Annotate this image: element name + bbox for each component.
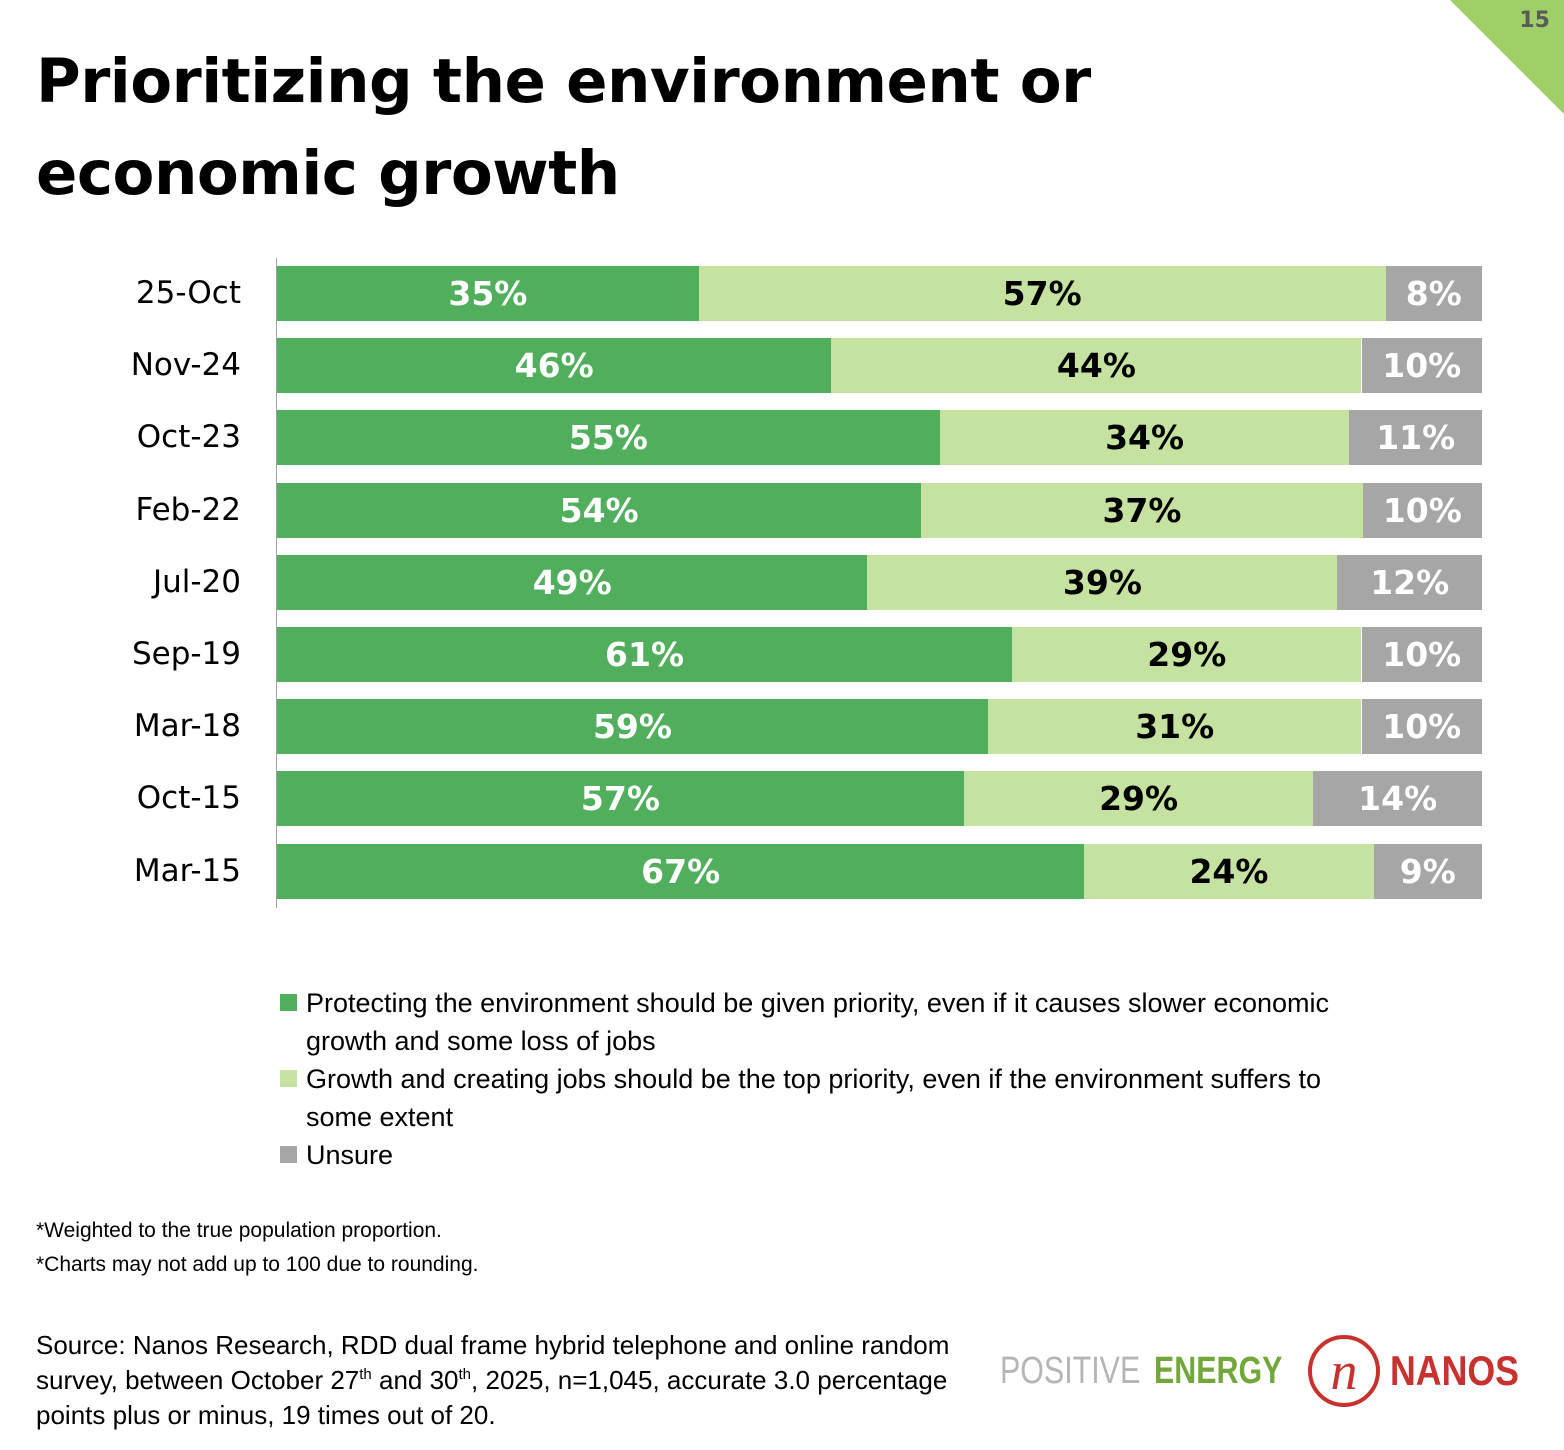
bar-segment-growth: 39%: [867, 554, 1338, 610]
legend-swatch: [280, 1146, 297, 1163]
data-label: 12%: [1370, 562, 1450, 602]
nanos-n-icon: n: [1308, 1335, 1380, 1407]
chart-legend: Protecting the environment should be giv…: [280, 984, 1380, 1174]
bar-segment-unsure: 10%: [1362, 482, 1482, 538]
bar-segment-growth: 29%: [1012, 627, 1362, 682]
legend-swatch: [280, 1070, 297, 1087]
bar-segment-environment: 35%: [277, 266, 699, 321]
source-text-3: , 2025, n=1,045, accurate 3.0 percentage…: [36, 1365, 948, 1430]
bar-segment-unsure: 12%: [1337, 554, 1482, 610]
bar-segment-growth: 34%: [939, 410, 1350, 466]
footnotes: *Weighted to the true population proport…: [36, 1214, 478, 1282]
bar-segment-unsure: 8%: [1385, 266, 1482, 321]
bar-segment-growth: 24%: [1084, 843, 1374, 899]
legend-item: Unsure: [280, 1136, 1380, 1174]
category-label: Oct-15: [136, 780, 241, 817]
category-label: 25-Oct: [135, 275, 241, 311]
data-label: 46%: [514, 346, 594, 386]
bar-segment-environment: 67%: [277, 843, 1085, 899]
bar-segment-growth: 31%: [987, 699, 1362, 755]
bar-segment-environment: 59%: [277, 699, 988, 755]
bar-segment-growth: 29%: [963, 771, 1314, 827]
stacked-bar-chart: 25-Oct 35% 57% 8% Nov-24 46% 44% 10% Oct-23 55% 34…: [130, 258, 1482, 908]
data-label: 8%: [1405, 274, 1462, 313]
legend-label: Growth and creating jobs should be the t…: [306, 1064, 1322, 1132]
data-label: 29%: [1099, 779, 1179, 819]
source-note: Source: Nanos Research, RDD dual frame h…: [36, 1328, 996, 1433]
data-label: 34%: [1105, 418, 1185, 458]
data-label: 14%: [1358, 779, 1438, 819]
bar-segment-unsure: 10%: [1361, 338, 1482, 394]
data-label: 49%: [532, 562, 612, 602]
category-label: Nov-24: [130, 347, 241, 384]
data-label: 9%: [1399, 851, 1456, 891]
logo-positive-text: POSITIVE: [1000, 1349, 1141, 1392]
category-label: Jul-20: [152, 563, 241, 600]
data-label: 10%: [1382, 635, 1462, 674]
bar-segment-unsure: 11%: [1349, 410, 1482, 466]
data-label: 11%: [1376, 418, 1456, 458]
data-label: 57%: [1002, 274, 1082, 313]
data-label: 44%: [1056, 346, 1136, 386]
category-axis-line: [276, 258, 277, 908]
data-label: 29%: [1147, 635, 1227, 674]
category-label: Oct-23: [136, 419, 241, 456]
page-title: Prioritizing the environment or economic…: [36, 46, 1091, 209]
bar-segment-environment: 57%: [277, 771, 964, 827]
legend-swatch: [280, 994, 297, 1011]
legend-label: Protecting the environment should be giv…: [306, 988, 1330, 1056]
source-sup-2: th: [458, 1366, 472, 1383]
bar-segment-environment: 54%: [277, 482, 922, 538]
data-label: 61%: [605, 635, 685, 674]
page-corner-accent: [1450, 0, 1564, 114]
logo-energy-text: ENERGY: [1154, 1349, 1283, 1392]
bar-segment-environment: 49%: [277, 554, 868, 610]
data-label: 57%: [580, 779, 660, 819]
bar-segment-environment: 61%: [277, 627, 1013, 682]
nanos-logo: POSITIVE ENERGY n NANOS: [1000, 1335, 1550, 1407]
logo-nanos-text: NANOS: [1390, 1347, 1519, 1394]
data-label: 35%: [448, 274, 528, 313]
bar-segment-unsure: 10%: [1361, 699, 1482, 755]
data-label: 67%: [641, 851, 721, 891]
bar-segment-growth: 44%: [831, 338, 1362, 394]
source-sup-1: th: [359, 1366, 372, 1383]
data-label: 31%: [1135, 707, 1215, 747]
source-text-1: Source: Nanos Research, RDD dual frame h…: [36, 1330, 950, 1395]
legend-item: Growth and creating jobs should be the t…: [280, 1060, 1380, 1136]
data-label: 24%: [1189, 851, 1269, 891]
data-label: 39%: [1062, 562, 1142, 602]
bar-segment-environment: 55%: [277, 410, 940, 466]
category-label: Mar-18: [133, 708, 241, 745]
legend-label: Unsure: [306, 1140, 394, 1170]
data-label: 10%: [1382, 490, 1462, 530]
category-label: Sep-19: [131, 636, 241, 672]
page-number: 15: [1519, 8, 1550, 33]
legend-item: Protecting the environment should be giv…: [280, 984, 1380, 1060]
data-label: 59%: [592, 707, 672, 747]
data-label: 55%: [568, 418, 648, 458]
footnote-rounding: *Charts may not add up to 100 due to rou…: [36, 1253, 479, 1276]
bar-segment-unsure: 9%: [1373, 843, 1482, 899]
source-text-2: and 30: [371, 1365, 459, 1395]
data-label: 10%: [1382, 707, 1462, 747]
data-label: 10%: [1382, 346, 1462, 386]
data-label: 54%: [559, 490, 639, 530]
category-label: Mar-15: [133, 852, 241, 889]
bar-segment-growth: 57%: [698, 266, 1386, 321]
bar-segment-unsure: 10%: [1361, 627, 1482, 682]
bar-segment-environment: 46%: [277, 338, 832, 394]
data-label: 37%: [1102, 490, 1182, 530]
category-label: Feb-22: [135, 491, 241, 528]
footnote-weighted: *Weighted to the true population proport…: [36, 1219, 442, 1242]
bar-segment-unsure: 14%: [1313, 771, 1482, 827]
bar-segment-growth: 37%: [921, 482, 1363, 538]
